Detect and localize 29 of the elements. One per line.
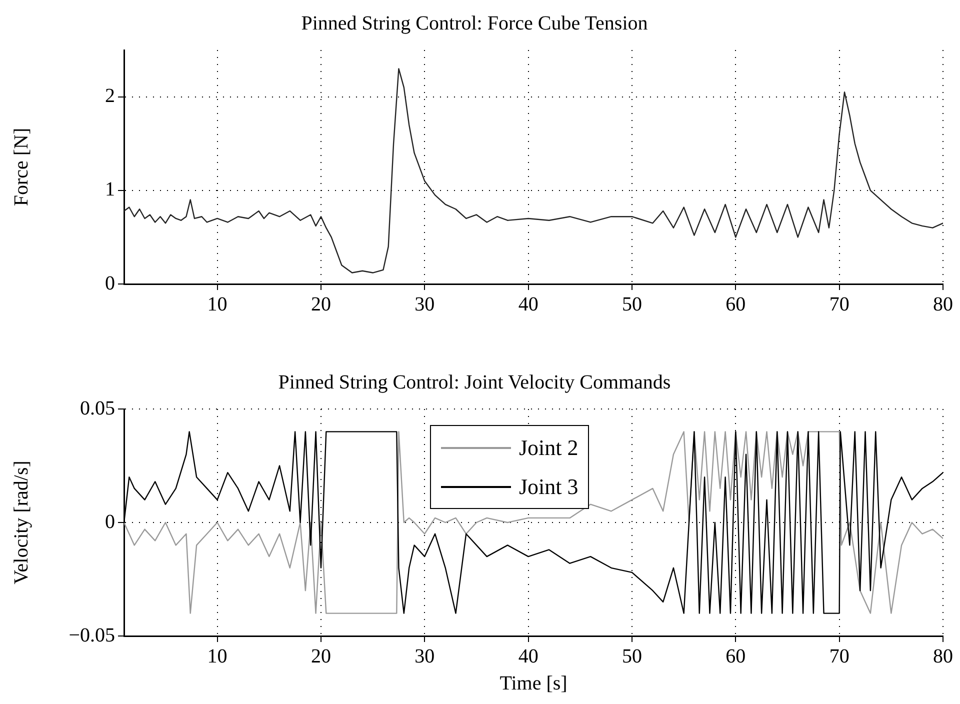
- x-tick-label: 70: [829, 645, 850, 668]
- x-tick-label: 10: [207, 293, 228, 316]
- x-tick-label: 60: [726, 293, 746, 316]
- x-tick-label: 30: [414, 645, 435, 668]
- chart-title: Pinned String Control: Joint Velocity Commands: [278, 371, 671, 394]
- x-tick-label: 50: [622, 645, 642, 668]
- x-tick-label: 40: [518, 293, 538, 316]
- x-tick-label: 80: [933, 645, 953, 668]
- legend-label: Joint 3: [519, 474, 578, 500]
- y-axis-title: Force [N]: [10, 128, 32, 206]
- x-tick-label: 60: [726, 645, 746, 668]
- x-tick-label: 80: [933, 293, 953, 316]
- x-axis-title: Time [s]: [500, 672, 568, 694]
- x-tick-label: 70: [829, 293, 850, 316]
- x-tick-label: 50: [622, 293, 642, 316]
- y-tick-label: 0: [105, 510, 115, 533]
- chart-title: Pinned String Control: Force Cube Tension: [301, 12, 648, 34]
- x-tick-label: 10: [207, 645, 228, 668]
- y-tick-label: 2: [105, 85, 115, 108]
- x-tick-label: 40: [518, 645, 538, 668]
- y-axis-title: Velocity [rad/s]: [10, 460, 32, 584]
- x-tick-label: 20: [310, 645, 331, 668]
- x-tick-label: 30: [414, 293, 435, 316]
- y-tick-label: 0: [105, 272, 115, 294]
- x-tick-label: 20: [310, 293, 331, 316]
- y-tick-label: −0.05: [68, 624, 115, 646]
- y-tick-label: 0.05: [80, 397, 115, 420]
- y-tick-label: 1: [105, 178, 115, 201]
- legend-label: Joint 2: [519, 434, 578, 460]
